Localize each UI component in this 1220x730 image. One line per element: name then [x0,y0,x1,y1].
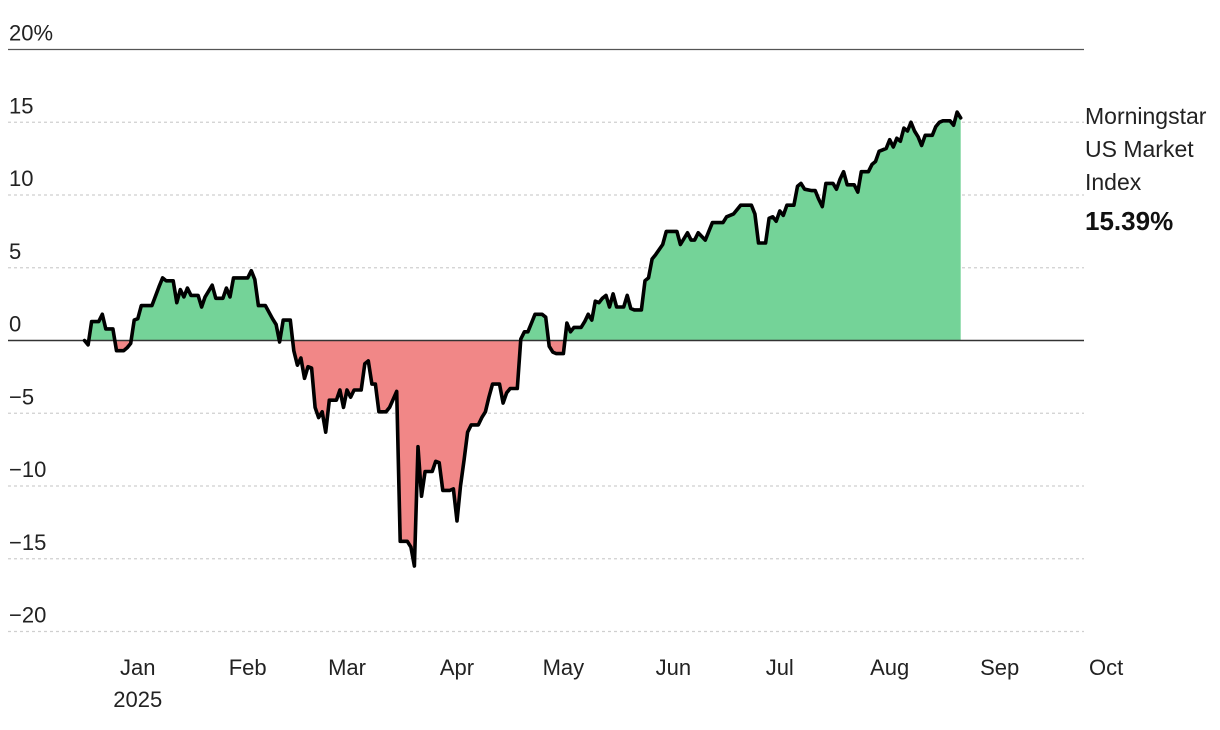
y-tick-label: −20 [9,603,46,628]
y-tick-label: 0 [9,312,21,337]
y-tick-label: −15 [9,530,46,555]
positive-area [84,112,961,341]
x-tick-label: Apr [440,655,474,680]
y-tick-label: 20% [9,21,53,46]
x-tick-label: Aug [870,655,909,680]
y-tick-label: −5 [9,384,34,409]
legend-line-2: US Market [1085,136,1194,162]
y-tick-label: 15 [9,93,33,118]
y-axis-ticks: 20% 15 10 5 0 −5 −10 −15 −20 [9,21,53,628]
x-tick-label: May [543,655,585,680]
area-fill [84,112,961,566]
x-tick-year-label: 2025 [113,687,162,712]
x-axis-ticks: Jan 2025 Feb Mar Apr May Jun Jul Aug Sep Oct [113,655,1123,712]
legend-line-1: Morningstar [1085,103,1207,129]
x-tick-label: Feb [229,655,267,680]
y-tick-label: 10 [9,166,33,191]
y-tick-label: −10 [9,457,46,482]
series-line [82,110,963,568]
x-tick-label: Jan [120,655,155,680]
x-tick-label: Jul [766,655,794,680]
x-tick-label: Mar [328,655,366,680]
x-tick-label: Oct [1089,655,1123,680]
x-tick-label: Sep [980,655,1019,680]
y-tick-label: 5 [9,239,21,264]
series-legend: Morningstar US Market Index 15.39% [1085,100,1215,241]
legend-line-3: Index [1085,169,1142,195]
ytd-return-value: 15.39% [1085,206,1174,236]
series-line-group [8,110,1084,568]
x-tick-label: Jun [656,655,691,680]
